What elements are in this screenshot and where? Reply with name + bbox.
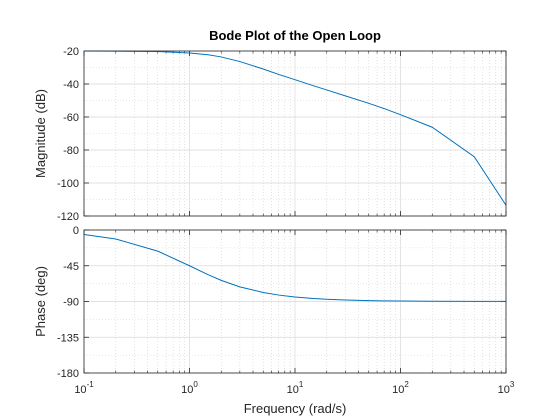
y-tick-label: -60 [63, 112, 79, 124]
phase-panel: 0 -45 -90 -135 -180 Phase (deg) [33, 225, 507, 380]
y-tick-label: 0 [73, 225, 79, 237]
x-axis-label: Frequency (rad/s) [244, 401, 347, 416]
magnitude-y-axis-label: Magnitude (dB) [33, 89, 48, 178]
magnitude-y-tick-labels: -20 -40 -60 -80 -100 -120 [57, 46, 79, 223]
magnitude-curve [83, 50, 507, 206]
y-tick-label: -40 [63, 79, 79, 91]
y-tick-label: -90 [63, 297, 79, 309]
magnitude-panel: -20 -40 -60 -80 -100 -120 Magnitude (dB) [33, 46, 507, 223]
y-tick-label: -45 [63, 261, 79, 273]
phase-y-axis-label: Phase (deg) [33, 266, 48, 337]
y-tick-label: -180 [57, 368, 79, 380]
chart-title: Bode Plot of the Open Loop [209, 28, 381, 43]
magnitude-axes-frame [83, 50, 507, 217]
phase-y-tick-labels: 0 -45 -90 -135 -180 [57, 225, 79, 380]
y-tick-label: -100 [57, 178, 79, 190]
x-tick-label: 102 [392, 380, 409, 396]
y-tick-label: -120 [57, 211, 79, 223]
x-tick-label: 10-1 [74, 380, 94, 396]
y-tick-label: -80 [63, 145, 79, 157]
x-tick-label: 100 [181, 380, 198, 396]
y-tick-label: -135 [57, 332, 79, 344]
x-tick-label: 103 [498, 380, 515, 396]
phase-curve [83, 234, 506, 302]
phase-axes-frame [83, 229, 507, 374]
x-tick-labels: 10-1 100 101 102 103 [74, 380, 515, 396]
y-tick-label: -20 [63, 46, 79, 58]
x-tick-label: 101 [287, 380, 304, 396]
